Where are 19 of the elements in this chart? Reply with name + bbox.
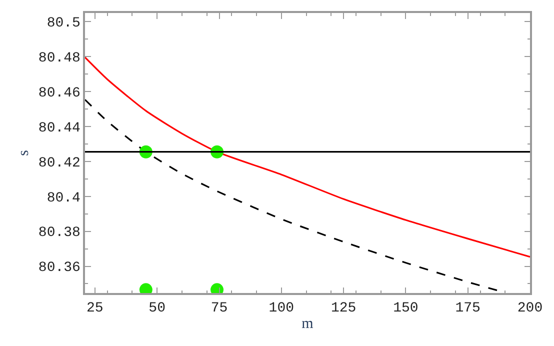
- y-tick-label: 80.44: [38, 120, 80, 136]
- x-tick-label: 175: [455, 300, 480, 317]
- x-tick-label: 200: [517, 300, 543, 317]
- y-tick-label: 80.4: [46, 190, 80, 206]
- y-axis-title: s: [16, 150, 32, 156]
- x-tick-label: 50: [148, 300, 166, 317]
- x-tick-label: 75: [210, 300, 228, 317]
- x-tick-label: 25: [86, 300, 104, 317]
- x-tick-label: 150: [393, 300, 418, 317]
- y-tick-label: 80.36: [38, 260, 80, 276]
- x-tick-label: 125: [330, 300, 356, 317]
- y-tick-label: 80.38: [38, 225, 80, 242]
- y-tick-label: 80.42: [38, 155, 80, 172]
- line-series: [85, 56, 530, 258]
- y-tick-label: 80.46: [38, 86, 80, 102]
- x-axis-title: m: [302, 316, 314, 332]
- y-tick-label: 80.48: [38, 50, 80, 67]
- y-tick-label: 80.5: [46, 16, 80, 32]
- x-tick-label: 100: [268, 300, 294, 317]
